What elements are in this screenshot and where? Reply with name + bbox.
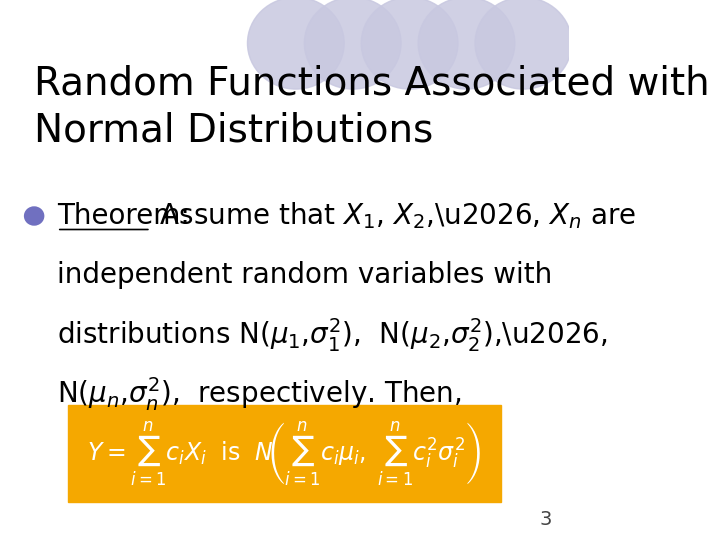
- Text: N($\mu_n$,$\sigma_n^2$),  respectively. Then,: N($\mu_n$,$\sigma_n^2$), respectively. T…: [57, 375, 462, 413]
- Circle shape: [24, 206, 45, 226]
- FancyBboxPatch shape: [68, 405, 500, 502]
- Circle shape: [475, 0, 572, 89]
- Text: independent random variables with: independent random variables with: [57, 261, 552, 289]
- Text: 3: 3: [539, 510, 552, 529]
- Text: distributions N($\mu_1$,$\sigma_1^2$),  N($\mu_2$,$\sigma_2^2$),\u2026,: distributions N($\mu_1$,$\sigma_1^2$), N…: [57, 316, 608, 354]
- Circle shape: [248, 0, 344, 89]
- Text: Random Functions Associated with
Normal Distributions: Random Functions Associated with Normal …: [34, 65, 710, 150]
- Text: $Y = \sum_{i=1}^{n} c_i X_i$  is  $N\!\left(\sum_{i=1}^{n} c_i \mu_i,\; \sum_{i=: $Y = \sum_{i=1}^{n} c_i X_i$ is $N\!\lef…: [87, 420, 482, 488]
- Circle shape: [305, 0, 401, 89]
- Text: Assume that $X_1$, $X_2$,\u2026, $X_n$ are: Assume that $X_1$, $X_2$,\u2026, $X_n$ a…: [150, 200, 636, 232]
- Circle shape: [361, 0, 458, 89]
- Text: Theorem:: Theorem:: [57, 202, 189, 230]
- Circle shape: [418, 0, 515, 89]
